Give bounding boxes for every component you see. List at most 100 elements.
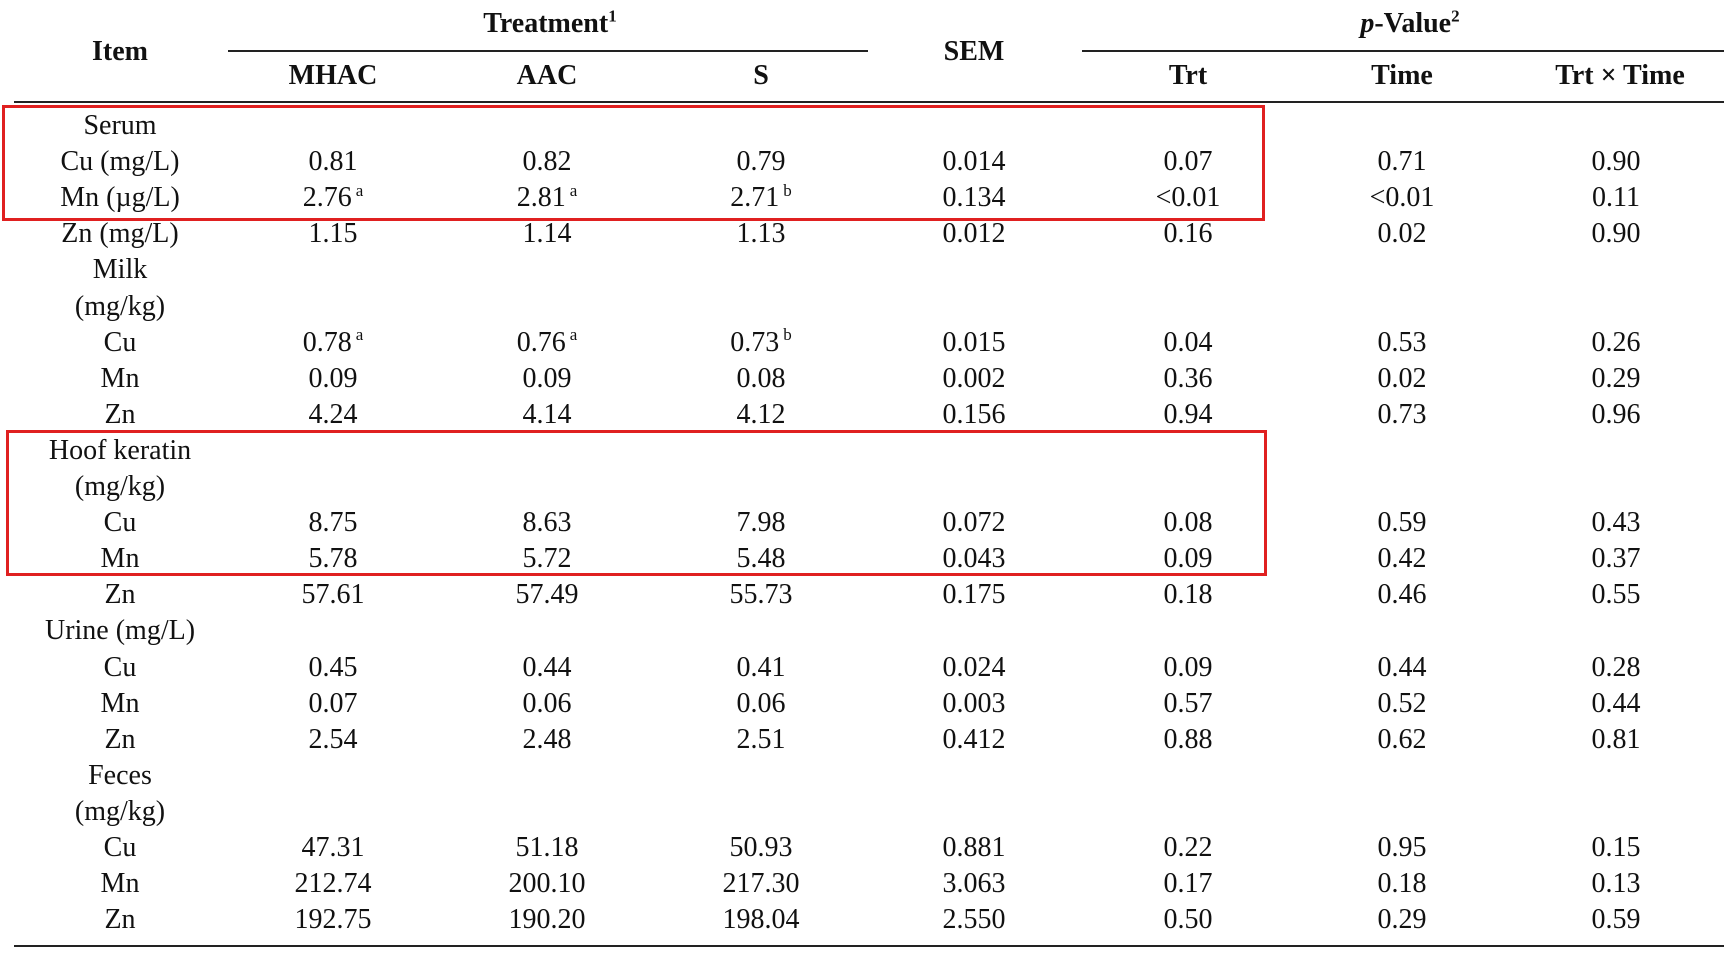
cell-sem: 0.014 <box>884 145 1064 179</box>
cell-mhac: 0.45 <box>243 651 423 685</box>
significance-letter: a <box>355 325 364 345</box>
cell-value: 0.13 <box>1591 868 1641 900</box>
cell-mhac: 2.76 a <box>243 181 423 215</box>
cell-trt-x-time: 0.44 <box>1526 687 1706 721</box>
cell-sem: 0.024 <box>884 651 1064 685</box>
cell-value: 2.54 <box>308 723 358 755</box>
cell-value: 0.15 <box>1591 832 1641 863</box>
row-item-label: Cu <box>103 326 137 358</box>
cell-value: 0.014 <box>942 146 1006 178</box>
cell-value: 0.76 <box>516 326 566 358</box>
row-item-label: Cu <box>103 507 137 539</box>
cell-trt: 0.88 <box>1098 723 1278 757</box>
cell-value: 0.015 <box>942 326 1006 358</box>
header-pvalue-label: -Value <box>1374 8 1452 39</box>
cell-value: 0.11 <box>1592 182 1640 214</box>
col-header-trt: Trt <box>1168 60 1208 91</box>
cell-value: 0.175 <box>942 579 1006 611</box>
cell-value: 0.881 <box>942 832 1006 863</box>
row-item-label: (mg/kg) <box>74 290 166 322</box>
cell-sem: 0.175 <box>884 578 1064 612</box>
header-pvalue: p-Value2 <box>1290 8 1530 40</box>
cell-value: 47.31 <box>301 832 365 863</box>
cell-value: 198.04 <box>722 904 800 936</box>
cell-trt-x-time: 0.81 <box>1526 723 1706 757</box>
cell-aac: 0.06 <box>457 687 637 721</box>
row-item-label: Feces <box>88 759 152 791</box>
cell-aac: 57.49 <box>457 578 637 612</box>
cell-value: 0.18 <box>1377 868 1427 900</box>
cell-time: 0.18 <box>1312 867 1492 901</box>
cell-value: 7.98 <box>736 507 786 539</box>
cell-time: 0.62 <box>1312 723 1492 757</box>
cell-value: 0.78 <box>302 326 352 358</box>
cell-value: 0.012 <box>942 218 1006 250</box>
significance-letter: a <box>355 180 364 200</box>
cell-value: 0.44 <box>1377 651 1427 683</box>
cell-value: 0.002 <box>942 362 1006 394</box>
cell-value: 0.88 <box>1163 723 1213 755</box>
cell-value: 0.22 <box>1163 832 1213 863</box>
cell-value: 0.62 <box>1377 723 1427 755</box>
cell-trt-x-time: 0.37 <box>1526 542 1706 576</box>
row-item-label: Cu (mg/L) <box>60 146 180 178</box>
cell-trt: 0.17 <box>1098 867 1278 901</box>
cell-sem: 0.134 <box>884 181 1064 215</box>
cell-s: 4.12 <box>671 398 851 432</box>
cell-trt: 0.94 <box>1098 398 1278 432</box>
col-header-mhac: MHAC <box>288 60 378 91</box>
header-treatment-footnote: 1 <box>608 6 617 26</box>
cell-value: 0.90 <box>1591 218 1641 250</box>
cell-value: 0.71 <box>1377 146 1427 178</box>
cell-value: 0.072 <box>942 507 1006 539</box>
row-item-label: Cu <box>103 651 137 683</box>
cell-time: 0.52 <box>1312 687 1492 721</box>
cell-value: 0.45 <box>308 651 358 683</box>
cell-trt-x-time: 0.55 <box>1526 578 1706 612</box>
cell-value: 0.43 <box>1591 507 1641 539</box>
cell-value: 4.24 <box>308 398 358 430</box>
cell-value: 0.96 <box>1591 398 1641 430</box>
cell-value: 0.52 <box>1377 687 1427 719</box>
row-item-label: Milk <box>92 254 148 286</box>
pvalue-rule <box>1082 50 1724 52</box>
cell-sem: 0.012 <box>884 217 1064 251</box>
cell-s: 5.48 <box>671 542 851 576</box>
cell-value: 0.26 <box>1591 326 1641 358</box>
cell-sem: 0.015 <box>884 326 1064 360</box>
cell-s: 0.79 <box>671 145 851 179</box>
cell-value: 0.46 <box>1377 579 1427 611</box>
cell-value: 0.44 <box>522 651 572 683</box>
row-item-label: Zn (mg/L) <box>61 218 179 250</box>
cell-value: 0.06 <box>522 687 572 719</box>
cell-aac: 0.44 <box>457 651 637 685</box>
cell-trt-x-time: 0.90 <box>1526 217 1706 251</box>
cell-value: 3.063 <box>942 868 1006 900</box>
cell-trt-x-time: 0.90 <box>1526 145 1706 179</box>
cell-sem: 0.881 <box>884 831 1064 865</box>
cell-value: 0.73 <box>1377 398 1427 430</box>
significance-letter: a <box>569 180 578 200</box>
cell-time: 0.44 <box>1312 651 1492 685</box>
cell-value: 0.81 <box>1591 723 1641 755</box>
cell-trt: 0.22 <box>1098 831 1278 865</box>
cell-s: 0.73 b <box>671 326 851 360</box>
cell-value: 0.79 <box>736 146 786 178</box>
cell-value: 1.15 <box>308 218 358 250</box>
cell-value: 0.02 <box>1377 218 1427 250</box>
cell-value: 0.08 <box>1163 507 1213 539</box>
cell-s: 55.73 <box>671 578 851 612</box>
row-item-label: Mn <box>100 543 140 575</box>
treatment-rule <box>228 50 868 52</box>
cell-mhac: 0.09 <box>243 362 423 396</box>
cell-mhac: 212.74 <box>243 867 423 901</box>
cell-value: 0.28 <box>1591 651 1641 683</box>
cell-value: 0.29 <box>1377 904 1427 936</box>
cell-s: 0.41 <box>671 651 851 685</box>
header-treatment: Treatment1 <box>430 8 670 40</box>
cell-s: 2.71 b <box>671 181 851 215</box>
cell-time: <0.01 <box>1312 181 1492 215</box>
cell-value: 0.02 <box>1377 362 1427 394</box>
cell-time: 0.42 <box>1312 542 1492 576</box>
cell-value: 217.30 <box>722 868 800 900</box>
